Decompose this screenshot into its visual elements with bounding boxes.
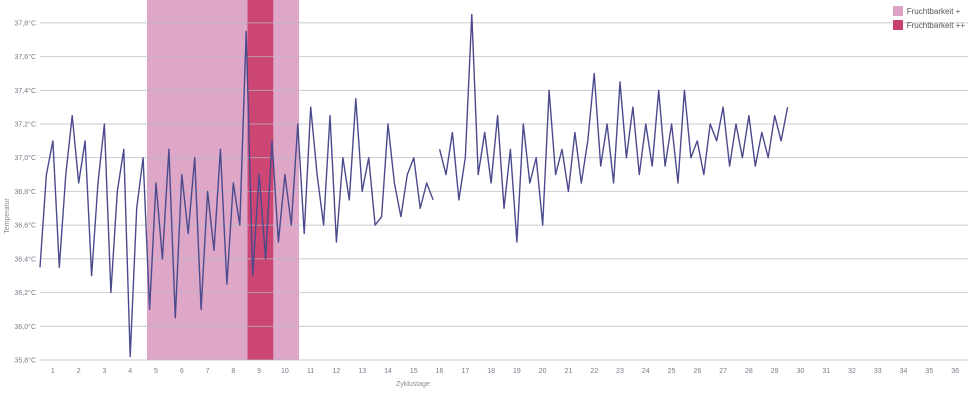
legend-item-fertility-plusplus: Fruchtbarkeit ++ xyxy=(892,18,965,32)
x-tick-label: 32 xyxy=(848,368,856,375)
x-tick-label: 8 xyxy=(231,368,235,375)
fertility-bands xyxy=(146,0,300,360)
x-tick-label: 22 xyxy=(590,368,598,375)
x-tick-label: 27 xyxy=(719,368,727,375)
x-tick-label: 2 xyxy=(77,368,81,375)
x-tick-label: 19 xyxy=(513,368,521,375)
x-tick-label: 28 xyxy=(745,368,753,375)
legend-label: Fruchtbarkeit + xyxy=(906,6,961,16)
x-tick-label: 29 xyxy=(771,368,779,375)
x-tick-label: 10 xyxy=(281,368,289,375)
y-tick-label: 37,8°C xyxy=(15,19,36,27)
x-tick-label: 16 xyxy=(436,368,444,375)
x-tick-label: 1 xyxy=(51,368,55,375)
x-tick-label: 7 xyxy=(206,368,210,375)
legend-item-fertility-plus: Fruchtbarkeit + xyxy=(892,4,965,18)
y-tick-label: 35,8°C xyxy=(15,357,36,365)
fertility-band-plusplus xyxy=(247,0,274,360)
y-tick-label: 36,6°C xyxy=(15,222,36,230)
temperature-line xyxy=(438,13,789,243)
x-tick-label: 26 xyxy=(693,368,701,375)
legend: Fruchtbarkeit + Fruchtbarkeit ++ xyxy=(892,4,965,32)
x-tick-label: 18 xyxy=(487,368,495,375)
x-tick-label: 21 xyxy=(565,368,573,375)
x-tick-label: 36 xyxy=(951,368,959,375)
y-tick-label: 36,0°C xyxy=(15,323,36,331)
y-axis-label: Temperatur xyxy=(4,198,11,234)
y-tick-label: 37,6°C xyxy=(15,53,36,61)
y-tick-label: 36,4°C xyxy=(15,255,36,263)
x-tick-label: 17 xyxy=(461,368,469,375)
x-tick-label: 31 xyxy=(822,368,830,375)
temperature-series xyxy=(39,13,789,358)
x-tick-label: 9 xyxy=(257,368,261,375)
temperature-line xyxy=(39,30,434,358)
x-tick-label: 24 xyxy=(642,368,650,375)
x-tick-label: 23 xyxy=(616,368,624,375)
x-tick-label: 12 xyxy=(333,368,341,375)
x-tick-label: 15 xyxy=(410,368,418,375)
y-tick-label: 37,0°C xyxy=(15,154,36,162)
legend-swatch xyxy=(892,20,903,30)
y-tick-label: 36,8°C xyxy=(15,188,36,196)
fertility-band-plus xyxy=(146,0,300,360)
y-tick-label: 37,4°C xyxy=(15,87,36,95)
x-tick-label: 20 xyxy=(539,368,547,375)
x-tick-label: 34 xyxy=(900,368,908,375)
x-tick-label: 5 xyxy=(154,368,158,375)
y-axis-ticks: 35,8°C 36,0°C 36,2°C 36,4°C 36,6°C 36,8°C 37,0… xyxy=(15,19,36,364)
x-tick-label: 11 xyxy=(307,368,314,375)
x-tick-label: 33 xyxy=(874,368,882,375)
x-tick-label: 3 xyxy=(102,368,106,375)
x-tick-label: 14 xyxy=(384,368,392,375)
x-tick-label: 6 xyxy=(180,368,184,375)
y-tick-label: 36,2°C xyxy=(15,289,36,297)
x-axis-ticks: 1 2 3 4 5 6 7 8 9 10 11 12 13 14 15 16 17 18 19 20 21 22 23 24 2… xyxy=(51,368,959,375)
x-tick-label: 25 xyxy=(668,368,676,375)
y-tick-label: 37,2°C xyxy=(15,121,36,129)
legend-swatch xyxy=(892,6,903,16)
x-tick-label: 30 xyxy=(797,368,805,375)
x-tick-label: 35 xyxy=(925,368,933,375)
legend-label: Fruchtbarkeit ++ xyxy=(906,20,965,30)
x-axis-label: Zyklustage xyxy=(396,381,430,388)
x-tick-label: 4 xyxy=(128,368,132,375)
x-tick-label: 13 xyxy=(358,368,366,375)
grid-lines xyxy=(40,22,968,361)
